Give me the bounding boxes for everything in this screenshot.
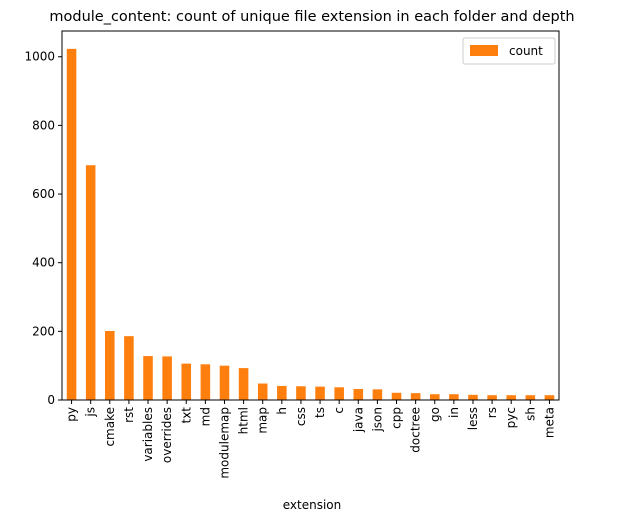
bar-css	[296, 386, 306, 400]
bar-in	[449, 394, 459, 400]
x-tick-label-meta: meta	[542, 407, 556, 438]
x-tick-label-txt: txt	[179, 407, 193, 424]
legend: count	[462, 37, 556, 65]
x-tick-label-py: py	[65, 407, 79, 422]
bar-less	[468, 394, 478, 400]
y-tick-label-800: 800	[32, 118, 55, 132]
x-tick-label-java: java	[351, 407, 365, 433]
x-tick-label-html: html	[237, 407, 251, 434]
x-axis: py js cmake rst variables overrides txt md modul…	[65, 400, 556, 479]
bar-modulemap	[219, 365, 230, 400]
bar-md	[200, 364, 211, 400]
y-tick-label-400: 400	[32, 256, 55, 270]
x-tick-label-rst: rst	[122, 407, 136, 423]
bar-meta	[544, 395, 555, 400]
bar-txt	[181, 363, 192, 400]
x-axis-label: extension	[283, 498, 342, 512]
bar-html	[238, 368, 249, 400]
x-tick-label-doctree: doctree	[409, 407, 423, 453]
x-tick-label-sh: sh	[523, 407, 537, 421]
plot-frame	[61, 30, 560, 401]
bar-ts	[315, 386, 325, 400]
bar-java	[353, 389, 364, 400]
bars-layer	[66, 48, 555, 400]
chart-title: module_content: count of unique file ext…	[49, 9, 574, 25]
x-tick-label-variables: variables	[141, 407, 155, 462]
y-tick-label-1000: 1000	[24, 50, 55, 64]
bar-go	[429, 394, 440, 400]
y-tick-label-600: 600	[32, 187, 55, 201]
bar-json	[372, 389, 383, 400]
bar-overrides	[162, 356, 172, 400]
bar-map	[257, 383, 268, 400]
legend-box	[462, 37, 556, 65]
x-tick-label-map: map	[256, 407, 270, 434]
bar-sh	[525, 395, 536, 400]
x-tick-label-pyc: pyc	[504, 407, 518, 428]
bar-variables	[143, 356, 153, 400]
bar-cmake	[105, 331, 115, 400]
x-tick-label-h: h	[275, 407, 289, 415]
bar-pyc	[506, 395, 516, 400]
x-tick-label-css: css	[294, 407, 308, 426]
y-axis: 0 200 400 600 800 1000	[24, 50, 62, 407]
x-tick-label-in: in	[447, 407, 461, 418]
bar-doctree	[410, 393, 421, 400]
y-tick-label-0: 0	[47, 393, 55, 407]
legend-label-count: count	[509, 44, 543, 58]
x-tick-label-cmake: cmake	[103, 407, 117, 447]
x-tick-label-md: md	[198, 407, 212, 426]
bar-py	[66, 48, 77, 400]
legend-swatch-count	[470, 45, 498, 56]
x-tick-label-overrides: overrides	[160, 407, 174, 463]
x-tick-label-go: go	[428, 407, 442, 422]
bar-h	[277, 385, 287, 400]
x-tick-label-less: less	[466, 407, 480, 430]
x-tick-label-json: json	[370, 407, 384, 433]
x-tick-label-js: js	[84, 407, 98, 418]
bar-cpp	[391, 392, 402, 400]
x-tick-label-modulemap: modulemap	[217, 407, 231, 479]
x-tick-label-c: c	[332, 407, 346, 414]
bar-rs	[487, 395, 497, 400]
x-tick-label-ts: ts	[313, 407, 327, 418]
x-tick-label-cpp: cpp	[390, 407, 404, 429]
bar-rst	[124, 336, 134, 400]
bar-js	[85, 165, 96, 400]
bar-c	[334, 387, 344, 400]
x-tick-label-rs: rs	[485, 407, 499, 418]
y-tick-label-200: 200	[32, 324, 55, 338]
